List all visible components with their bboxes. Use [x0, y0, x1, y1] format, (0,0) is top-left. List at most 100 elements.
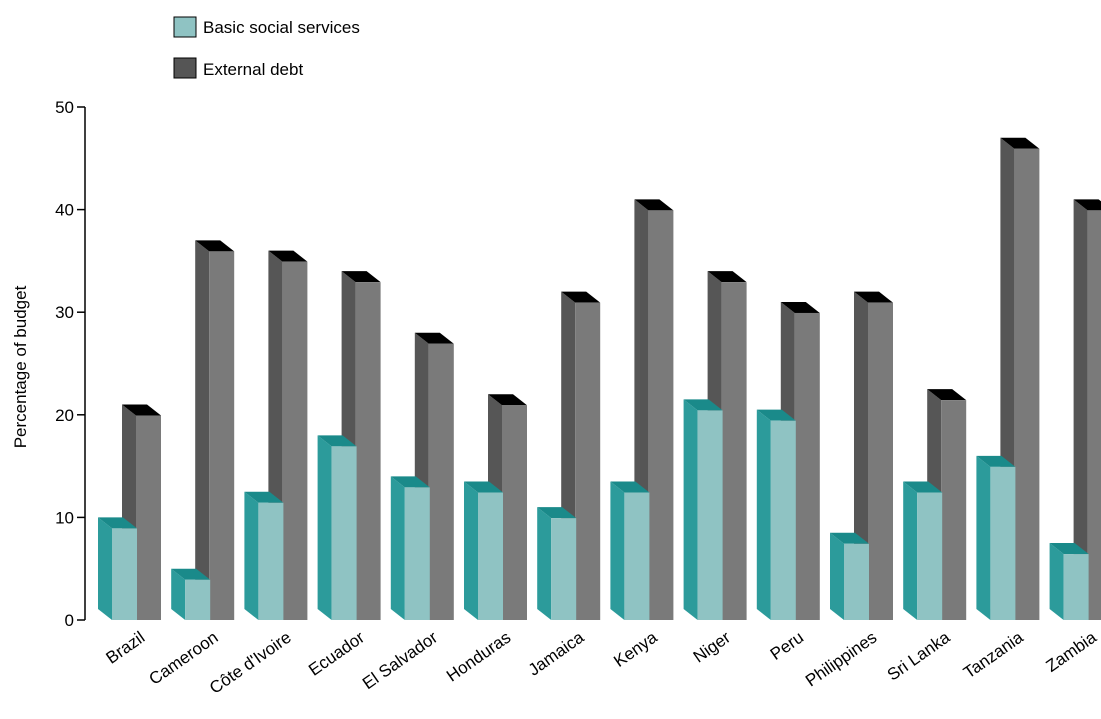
debt-bar-front — [136, 415, 161, 620]
debt-bar-top — [341, 271, 381, 283]
x-tick-label: Kenya — [610, 627, 661, 671]
debt-bar-top — [268, 250, 308, 262]
legend-swatch-social — [173, 16, 197, 38]
social-bar-front — [770, 420, 796, 620]
social-bar-side — [98, 517, 112, 620]
bars — [98, 137, 1101, 620]
social-bar-top — [390, 476, 430, 488]
debt-bar-front — [868, 302, 893, 620]
debt-bar-top — [707, 271, 747, 283]
bar-group — [317, 271, 381, 620]
debt-bar-front — [355, 282, 381, 620]
social-bar-front — [990, 466, 1016, 620]
debt-bar-top — [488, 394, 527, 406]
social-bar-side — [390, 476, 405, 620]
social-bar-side — [830, 532, 844, 620]
debt-bar-front — [1087, 210, 1101, 620]
bar-group — [683, 271, 747, 620]
x-tick-label: Sri Lanka — [884, 627, 954, 684]
social-bar-front — [258, 502, 284, 620]
x-tick-label: Zambia — [1043, 627, 1101, 675]
debt-bar-front — [941, 400, 967, 620]
debt-bar-side — [195, 240, 210, 620]
social-bar-side — [171, 568, 186, 620]
social-bar-front — [112, 528, 137, 620]
social-bar-side — [244, 491, 259, 620]
social-bar-top — [1049, 543, 1089, 555]
bar-group — [903, 389, 967, 620]
debt-bar-front — [209, 251, 235, 620]
legend-label-social: Basic social services — [203, 18, 360, 37]
y-ticks: 0 10 20 30 40 50 — [55, 98, 85, 630]
legend: Basic social services External debt — [173, 16, 360, 79]
bar-group — [610, 199, 674, 620]
social-bar-front — [917, 492, 943, 620]
social-bar-side — [976, 455, 991, 620]
x-tick-label: Niger — [690, 628, 734, 667]
social-bar-top — [537, 507, 577, 519]
debt-bar-front — [721, 282, 747, 620]
bar-group — [98, 404, 161, 620]
x-tick-label: Tanzania — [960, 627, 1027, 682]
debt-bar-top — [122, 404, 161, 416]
y-tick-label: 20 — [55, 406, 74, 425]
social-bar-front — [404, 487, 430, 620]
bar-group — [976, 137, 1040, 620]
y-tick-label: 10 — [55, 508, 74, 527]
bar-group — [171, 240, 235, 620]
bar-group — [244, 250, 308, 620]
social-bar-top — [171, 568, 211, 580]
debt-bar-front — [1014, 148, 1040, 620]
social-bar-side — [610, 481, 625, 620]
y-tick-label: 30 — [55, 303, 74, 322]
social-bar-front — [697, 410, 723, 620]
x-tick-label: Peru — [767, 628, 807, 664]
x-tick-label: Philippines — [802, 628, 880, 691]
debt-bar-top — [414, 332, 454, 344]
debt-bar-side — [1073, 199, 1088, 620]
debt-bar-top — [1073, 199, 1101, 211]
y-tick-label: 0 — [65, 611, 74, 630]
x-tick-label: Jamaica — [525, 627, 588, 679]
social-bar-front — [844, 543, 869, 620]
social-bar-front — [624, 492, 650, 620]
debt-bar-top — [1000, 137, 1040, 149]
bar-group — [1049, 199, 1101, 620]
debt-bar-top — [195, 240, 235, 252]
social-bar-top — [683, 399, 723, 411]
social-bar-side — [317, 435, 332, 620]
x-tick-label: Ecuador — [305, 628, 368, 680]
social-bar-front — [331, 446, 357, 620]
debt-bar-front — [282, 261, 308, 620]
debt-bar-top — [634, 199, 674, 211]
x-tick-label: El Salvador — [359, 628, 441, 694]
social-bar-top — [244, 491, 284, 503]
social-bar-top — [610, 481, 650, 493]
debt-bar-top — [561, 291, 601, 303]
social-bar-top — [756, 409, 796, 421]
social-bar-top — [464, 481, 503, 493]
x-tick-label: Côte d'Ivoire — [206, 628, 295, 698]
debt-bar-front — [502, 405, 527, 620]
bar-group — [830, 291, 893, 620]
social-bar-top — [98, 517, 137, 529]
debt-bar-top — [780, 301, 820, 313]
social-bar-side — [1049, 543, 1064, 620]
social-bar-side — [903, 481, 918, 620]
debt-bar-front — [794, 312, 820, 620]
legend-label-debt: External debt — [203, 60, 303, 79]
y-axis-label: Percentage of budget — [11, 285, 30, 448]
social-bar-front — [478, 492, 503, 620]
legend-item-debt: External debt — [173, 57, 303, 79]
debt-bar-front — [648, 210, 674, 620]
social-bar-front — [551, 518, 577, 620]
social-bar-top — [976, 455, 1016, 467]
debt-bar-front — [428, 343, 454, 620]
social-bar-side — [756, 409, 771, 620]
legend-swatch-debt — [173, 57, 197, 79]
bar-group — [537, 291, 601, 620]
y-tick-label: 50 — [55, 98, 74, 117]
bar-group — [390, 332, 454, 620]
debt-bar-top — [927, 389, 967, 401]
